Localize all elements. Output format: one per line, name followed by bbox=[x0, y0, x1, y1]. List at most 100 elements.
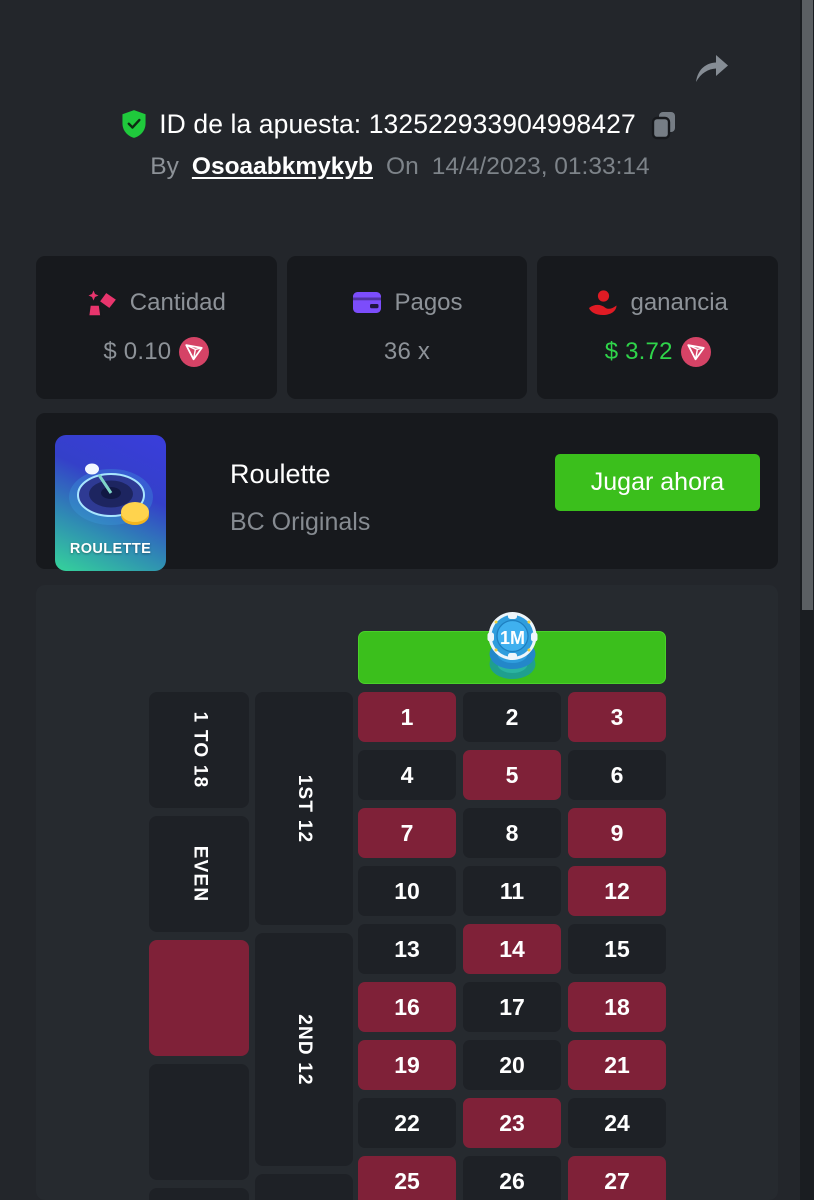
bet-cell-number-26[interactable]: 26 bbox=[463, 1156, 561, 1200]
bet-cell-number-13[interactable]: 13 bbox=[358, 924, 456, 974]
bet-cell-black[interactable] bbox=[149, 1064, 249, 1180]
bet-cell-number-8[interactable]: 8 bbox=[463, 808, 561, 858]
bet-cell-label: 6 bbox=[610, 761, 624, 788]
stat-cards: Cantidad $ 0.10 bbox=[36, 256, 779, 399]
bet-cell-label: 13 bbox=[394, 935, 420, 962]
credit-card-icon bbox=[353, 291, 382, 313]
bet-cell-number-2[interactable]: 2 bbox=[463, 692, 561, 742]
gems-icon bbox=[87, 290, 118, 317]
bet-cell-number-18[interactable]: 18 bbox=[568, 982, 666, 1032]
bet-cell-label: 5 bbox=[505, 761, 519, 788]
bet-cell-label: 1ST 12 bbox=[294, 774, 315, 843]
casino-chip-stack-icon: 1M bbox=[487, 612, 538, 679]
bet-cell-number-22[interactable]: 22 bbox=[358, 1098, 456, 1148]
bet-cell-number-1[interactable]: 1 bbox=[358, 692, 456, 742]
bet-cell-label: 2ND 12 bbox=[294, 1013, 315, 1086]
stat-value-row: 36 x bbox=[384, 334, 430, 370]
stat-header: Cantidad bbox=[87, 286, 226, 320]
page-scrollbar[interactable] bbox=[800, 0, 814, 1200]
bet-cell-label: 1 bbox=[400, 703, 414, 730]
bet-cell-number-17[interactable]: 17 bbox=[463, 982, 561, 1032]
game-provider: BC Originals bbox=[230, 508, 371, 536]
bet-cell-number-24[interactable]: 24 bbox=[568, 1098, 666, 1148]
bet-cell-label: 20 bbox=[499, 1051, 525, 1078]
zero-bet-area: 1M bbox=[358, 612, 666, 684]
bet-cell-odd[interactable]: ODD bbox=[149, 1188, 249, 1200]
bet-cell-label: 27 bbox=[604, 1167, 630, 1194]
bet-cell-number-20[interactable]: 20 bbox=[463, 1040, 561, 1090]
bet-cell-label: 22 bbox=[394, 1109, 420, 1136]
by-label: By bbox=[150, 153, 179, 180]
game-card: ROULETTE Roulette BC Originals Jugar aho… bbox=[36, 413, 778, 571]
bet-cell-number-11[interactable]: 11 bbox=[463, 866, 561, 916]
bet-cell-label: 11 bbox=[499, 877, 525, 904]
share-button[interactable] bbox=[688, 46, 734, 92]
shield-check-icon bbox=[122, 110, 146, 138]
stat-header: ganancia bbox=[587, 286, 728, 320]
stat-label: Pagos bbox=[394, 288, 463, 316]
bet-header: ID de la apuesta: 132522933904998427 By … bbox=[0, 104, 800, 181]
bet-cell-label: 8 bbox=[505, 819, 519, 846]
svg-text:1M: 1M bbox=[500, 628, 525, 648]
bet-cell-number-25[interactable]: 25 bbox=[358, 1156, 456, 1200]
roulette-wheel-icon bbox=[69, 463, 153, 525]
bet-cell-label: 17 bbox=[499, 993, 525, 1020]
hand-profit-icon bbox=[589, 289, 617, 315]
bet-cell-label: 12 bbox=[604, 877, 630, 904]
stat-value: 36 x bbox=[383, 337, 431, 365]
bet-cell-label: 25 bbox=[394, 1167, 420, 1194]
bet-cell-number-10[interactable]: 10 bbox=[358, 866, 456, 916]
bet-cell-number-27[interactable]: 27 bbox=[568, 1156, 666, 1200]
bet-cell-number-12[interactable]: 12 bbox=[568, 866, 666, 916]
author-link[interactable]: Osoaabkmykyb bbox=[191, 153, 374, 180]
bet-cell-label: EVEN bbox=[188, 845, 210, 903]
tron-glyph-icon bbox=[185, 343, 203, 360]
bet-cell-number-21[interactable]: 21 bbox=[568, 1040, 666, 1090]
on-label: On bbox=[386, 153, 419, 180]
bet-cell-number-19[interactable]: 19 bbox=[358, 1040, 456, 1090]
share-arrow-icon bbox=[696, 55, 728, 82]
bet-cell-label: 16 bbox=[394, 993, 420, 1020]
scrollbar-thumb[interactable] bbox=[802, 0, 813, 610]
bet-cell-number-6[interactable]: 6 bbox=[568, 750, 666, 800]
stat-label: ganancia bbox=[630, 288, 728, 316]
bet-cell-number-23[interactable]: 23 bbox=[463, 1098, 561, 1148]
stat-label: Cantidad bbox=[129, 288, 226, 316]
bet-cell-number-15[interactable]: 15 bbox=[568, 924, 666, 974]
bet-cell-number-16[interactable]: 16 bbox=[358, 982, 456, 1032]
stat-value: $ 3.72 bbox=[604, 337, 673, 365]
bet-cell-number-9[interactable]: 9 bbox=[568, 808, 666, 858]
bet-author-row: By Osoaabkmykyb On 14/4/2023, 01:33:14 bbox=[0, 153, 800, 181]
bet-cell-number-3[interactable]: 3 bbox=[568, 692, 666, 742]
bet-cell-2nd-12[interactable]: 2ND 12 bbox=[255, 933, 353, 1166]
bet-cell-number-5[interactable]: 5 bbox=[463, 750, 561, 800]
bet-id-text: ID de la apuesta: 132522933904998427 bbox=[159, 108, 636, 139]
game-thumbnail[interactable]: ROULETTE bbox=[55, 435, 166, 571]
bet-cell-1st-12[interactable]: 1ST 12 bbox=[255, 692, 353, 925]
bet-cell-label: 26 bbox=[499, 1167, 525, 1194]
bet-cell-red[interactable] bbox=[149, 940, 249, 1056]
copy-bet-id-button[interactable] bbox=[650, 109, 680, 141]
outside-bets-column-2: 1ST 12 2ND 12 3RD 12 bbox=[255, 692, 353, 1200]
tron-coin-icon bbox=[680, 336, 711, 367]
game-title: Roulette bbox=[230, 459, 331, 489]
bet-cell-label: 1 TO 18 bbox=[188, 711, 210, 789]
thumbnail-label: ROULETTE bbox=[69, 541, 152, 557]
stat-value-row: $ 0.10 bbox=[103, 334, 210, 370]
stat-card-amount: Cantidad $ 0.10 bbox=[36, 256, 277, 399]
bet-cell-label: 2 bbox=[505, 703, 519, 730]
bet-cell-even[interactable]: EVEN bbox=[149, 816, 249, 932]
stat-header: Pagos bbox=[351, 286, 463, 320]
bet-cell-number-4[interactable]: 4 bbox=[358, 750, 456, 800]
bet-cell-number-14[interactable]: 14 bbox=[463, 924, 561, 974]
bet-cell-label: 14 bbox=[499, 935, 525, 962]
bet-cell-number-7[interactable]: 7 bbox=[358, 808, 456, 858]
play-now-button[interactable]: Jugar ahora bbox=[555, 454, 760, 511]
chip-stack-1m[interactable]: 1M bbox=[486, 609, 539, 681]
bet-cell-label: 18 bbox=[604, 993, 630, 1020]
bet-cell-3rd-12[interactable]: 3RD 12 bbox=[255, 1174, 353, 1200]
stat-value-row: $ 3.72 bbox=[605, 334, 711, 370]
bet-cell-1-to-18[interactable]: 1 TO 18 bbox=[149, 692, 249, 808]
